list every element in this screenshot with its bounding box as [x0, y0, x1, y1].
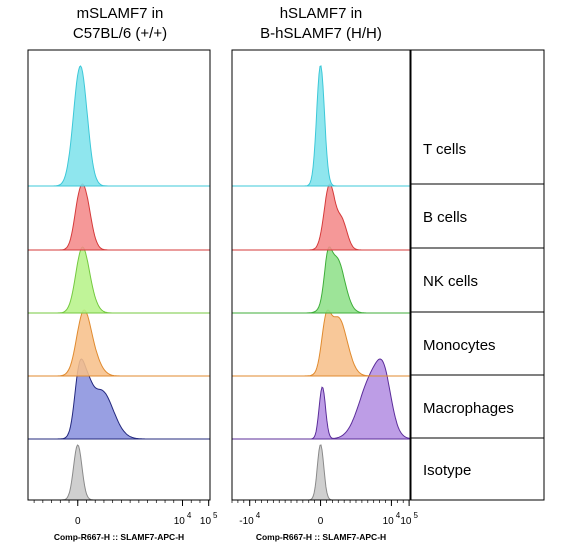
histogram-isotype [232, 444, 410, 501]
panel2-title-line1: hSLAMF7 in [280, 5, 363, 22]
tick-label: 0 [75, 516, 81, 527]
row-label-macrophages: Macrophages [423, 400, 514, 417]
tick-label: 105 [200, 511, 218, 527]
x-axis-label: Comp-R667-H :: SLAMF7-APC-H [256, 532, 386, 542]
row-label-table: T cells B cells NK cells Monocytes Macro… [410, 49, 545, 501]
tick-label: 105 [400, 511, 418, 527]
histogram-t-cells [232, 65, 410, 187]
row-label-frame [410, 49, 545, 501]
histogram-nk-cells [232, 246, 410, 314]
histogram-macrophages [28, 358, 210, 440]
row-label-nk-cells: NK cells [423, 273, 478, 290]
tick-label: -104 [239, 511, 260, 527]
panel1-title-line1: mSLAMF7 in [77, 5, 164, 22]
histogram-t-cells [28, 65, 210, 187]
x-axis-label: Comp-R667-H :: SLAMF7-APC-H [54, 532, 184, 542]
histogram-b-cells [28, 183, 210, 251]
histogram-b-cells [232, 183, 410, 251]
tick-label: 104 [383, 511, 401, 527]
histogram-monocytes [28, 309, 210, 377]
panel2-title-line2: B-hSLAMF7 (H/H) [260, 25, 382, 42]
tick-label: 0 [318, 516, 324, 527]
histogram-isotype [28, 444, 210, 501]
tick-label: 104 [174, 511, 192, 527]
panel-frame [27, 49, 211, 501]
row-label-monocytes: Monocytes [423, 337, 496, 354]
histogram-monocytes [232, 309, 410, 377]
row-label-t-cells: T cells [423, 141, 466, 158]
histogram-macrophages [232, 358, 411, 440]
panel1-title-line2: C57BL/6 (+/+) [73, 25, 167, 42]
histogram-nk-cells [28, 246, 210, 314]
row-label-isotype: Isotype [423, 462, 471, 479]
row-label-b-cells: B cells [423, 209, 467, 226]
